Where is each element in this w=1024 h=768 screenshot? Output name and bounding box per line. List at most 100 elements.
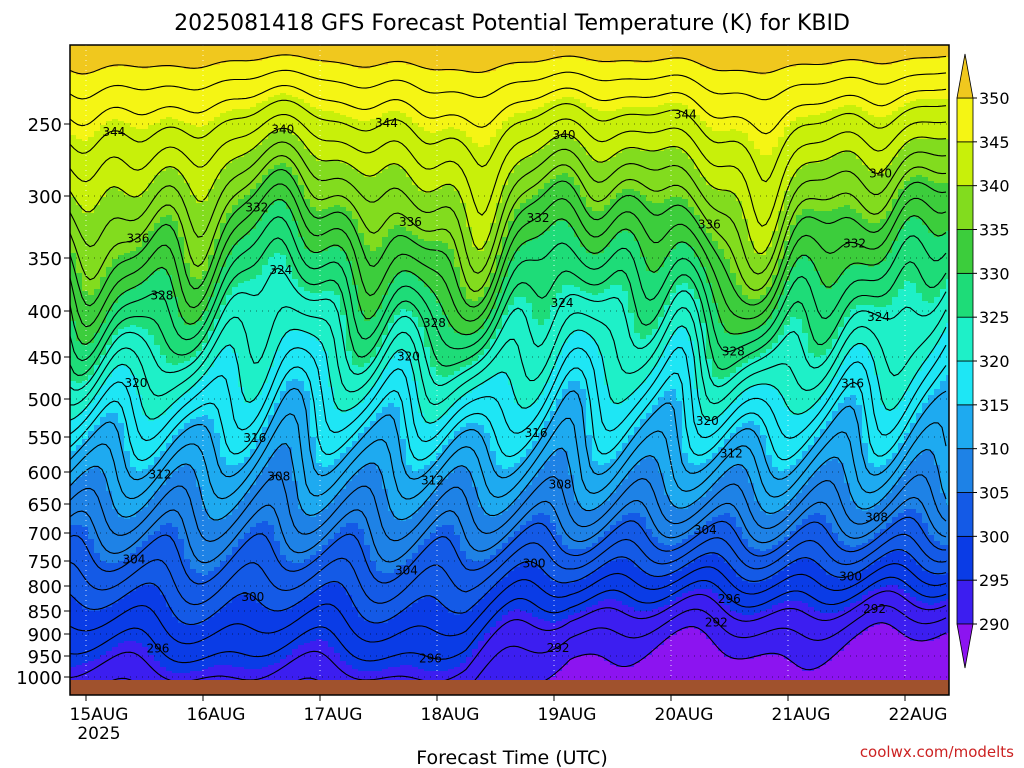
theta-cell <box>328 207 335 248</box>
theta-cell <box>172 221 179 298</box>
theta-cell <box>448 127 455 186</box>
theta-cell <box>790 267 797 318</box>
theta-cell <box>292 563 299 606</box>
theta-cell <box>610 157 617 200</box>
theta-cell <box>646 575 653 612</box>
theta-cell <box>736 71 743 132</box>
theta-cell <box>382 369 389 408</box>
theta-cell <box>538 395 545 434</box>
theta-cell <box>670 389 677 506</box>
theta-cell <box>334 205 341 248</box>
theta-cell <box>802 413 809 452</box>
theta-cell <box>478 561 485 600</box>
theta-cell <box>544 383 551 422</box>
theta-cell <box>244 45 251 62</box>
theta-cell <box>376 379 383 414</box>
theta-cell <box>562 221 569 286</box>
theta-cell <box>718 515 725 558</box>
theta-cell <box>142 329 149 416</box>
theta-cell <box>652 367 659 406</box>
theta-cell <box>130 251 137 290</box>
theta-cell <box>136 129 143 198</box>
theta-cell <box>592 543 599 572</box>
theta-cell <box>718 191 725 250</box>
theta-cell <box>742 71 749 134</box>
theta-cell <box>700 225 707 268</box>
theta-cell <box>580 509 587 550</box>
theta-cell <box>832 283 839 340</box>
theta-cell <box>118 191 125 256</box>
theta-cell <box>940 575 947 602</box>
theta-cell <box>388 511 395 574</box>
theta-cell <box>274 403 281 450</box>
theta-cell <box>220 607 227 666</box>
theta-cell <box>808 261 815 354</box>
theta-cell <box>94 289 101 334</box>
theta-cell <box>334 295 341 410</box>
theta-cell <box>304 199 311 250</box>
theta-cell <box>700 417 707 464</box>
theta-cell <box>604 661 611 695</box>
theta-cell <box>820 465 827 516</box>
isentrope-line <box>70 267 947 391</box>
theta-cell <box>946 183 949 232</box>
theta-cell <box>928 139 935 182</box>
theta-cell <box>688 61 695 110</box>
theta-cell <box>784 601 791 660</box>
theta-cell <box>232 287 239 354</box>
theta-cell <box>304 59 311 104</box>
theta-cell <box>508 221 515 262</box>
theta-cell <box>640 45 647 64</box>
theta-cell <box>526 521 533 564</box>
theta-cell <box>826 111 833 160</box>
theta-cell <box>844 45 851 62</box>
theta-cell <box>760 551 767 582</box>
theta-cell <box>868 267 875 306</box>
theta-cell <box>694 559 701 590</box>
theta-cell <box>940 289 947 334</box>
theta-cell <box>748 615 755 660</box>
theta-cell <box>604 385 611 464</box>
theta-cell <box>874 467 881 506</box>
theta-cell <box>760 75 767 156</box>
theta-cell <box>382 295 389 336</box>
theta-cell <box>850 347 857 396</box>
theta-cell <box>232 547 239 598</box>
theta-cell <box>178 397 185 430</box>
theta-cell <box>70 419 77 452</box>
theta-cell <box>196 203 203 280</box>
theta-cell <box>946 573 949 600</box>
theta-cell <box>736 285 743 336</box>
theta-cell <box>106 607 113 652</box>
theta-cell <box>130 591 137 642</box>
theta-cell <box>850 45 857 62</box>
theta-cell <box>802 333 809 414</box>
theta-cell <box>748 299 755 332</box>
theta-cell <box>754 657 761 695</box>
theta-cell <box>718 249 725 324</box>
theta-cell <box>82 473 89 528</box>
theta-cell <box>82 409 89 440</box>
theta-cell <box>550 225 557 306</box>
theta-cell <box>190 387 197 420</box>
theta-cell <box>466 393 473 424</box>
theta-cell <box>868 223 875 268</box>
theta-cell <box>508 45 515 66</box>
theta-cell <box>796 601 803 668</box>
theta-cell <box>76 477 83 526</box>
theta-cell <box>790 601 797 664</box>
theta-cell <box>610 525 617 562</box>
theta-cell <box>808 353 815 410</box>
theta-cell <box>208 571 215 618</box>
theta-cell <box>280 129 287 164</box>
theta-cell <box>772 545 779 576</box>
theta-cell <box>778 655 785 695</box>
theta-cell <box>658 543 665 578</box>
theta-cell <box>298 237 305 288</box>
theta-cell <box>694 299 701 390</box>
theta-cell <box>328 583 335 648</box>
theta-cell <box>748 583 755 616</box>
theta-cell <box>874 505 881 534</box>
theta-cell <box>916 565 923 602</box>
theta-cell <box>394 275 401 316</box>
